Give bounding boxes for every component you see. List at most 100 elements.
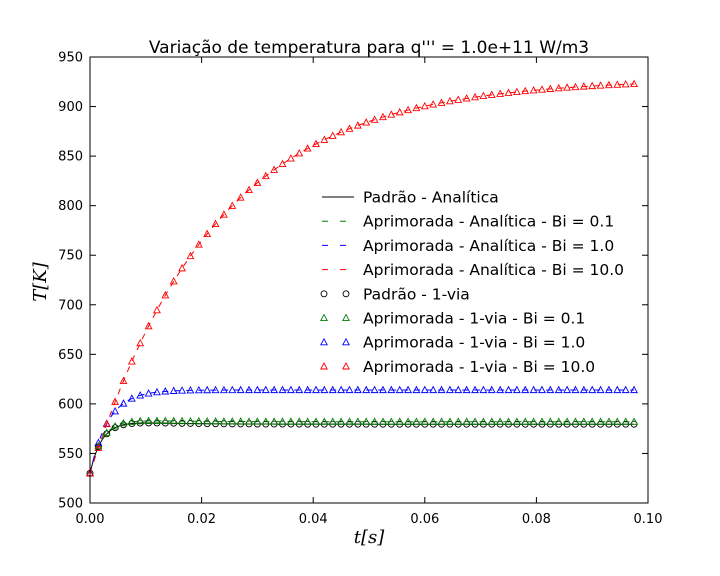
data-point (538, 85, 546, 93)
data-point (286, 417, 295, 425)
data-point (395, 107, 404, 116)
data-point (270, 417, 279, 425)
data-point (144, 321, 153, 330)
x-axis-label: t[s] (354, 527, 385, 548)
data-point (312, 417, 320, 425)
chart-title: Variação de temperatura para q''' = 1.0e… (149, 38, 589, 58)
data-point (203, 416, 212, 425)
data-point (127, 417, 136, 425)
data-point (303, 417, 312, 425)
data-point (630, 79, 639, 88)
legend-label: Aprimorada - 1-via - Bi = 1.0 (363, 334, 585, 352)
legend-marker (320, 362, 328, 370)
data-point (127, 357, 136, 365)
data-point (471, 417, 479, 425)
y-axis-label: T[K] (30, 261, 51, 301)
data-point (228, 385, 237, 394)
data-point (512, 87, 521, 96)
data-point (362, 118, 371, 126)
series-line (89, 420, 635, 474)
data-point (278, 385, 287, 394)
legend-marker (320, 313, 328, 322)
data-point (219, 417, 228, 425)
data-point (295, 417, 304, 425)
data-point (194, 416, 203, 425)
data-point (169, 416, 178, 425)
data-point (169, 386, 178, 394)
data-point (261, 385, 270, 394)
y-tick-label: 550 (58, 447, 83, 462)
data-point (362, 417, 371, 425)
data-point (111, 421, 120, 430)
data-point (178, 416, 187, 425)
legend-marker (342, 290, 350, 298)
data-point (295, 148, 304, 157)
data-point (420, 417, 429, 425)
legend-label: Aprimorada - 1-via - Bi = 0.1 (363, 310, 585, 328)
data-point (487, 417, 496, 425)
data-point (529, 385, 538, 394)
data-point (328, 131, 337, 139)
series-layer (86, 79, 639, 477)
data-point (136, 391, 145, 399)
data-point (136, 338, 145, 347)
data-point (320, 135, 329, 143)
data-point (119, 376, 128, 384)
data-point (370, 385, 379, 394)
data-point (119, 399, 128, 407)
data-point (161, 290, 170, 299)
data-point (563, 83, 572, 91)
data-point (211, 219, 220, 227)
data-point (161, 387, 170, 395)
x-tick-label: 0.10 (634, 512, 663, 527)
data-point (563, 417, 572, 425)
y-tick-label: 700 (58, 298, 83, 313)
data-point (111, 406, 120, 415)
data-point (362, 385, 371, 394)
data-point (521, 385, 530, 394)
data-point (286, 154, 295, 162)
data-point (437, 385, 446, 394)
data-point (144, 389, 153, 397)
data-point (94, 438, 103, 446)
data-point (462, 417, 471, 425)
legend-label: Aprimorada - 1-via - Bi = 10.0 (363, 358, 595, 376)
data-point (504, 88, 513, 96)
data-point (529, 85, 538, 94)
data-point (554, 417, 563, 425)
data-point (454, 95, 463, 103)
legend-label: Padrão - 1-via (363, 285, 470, 303)
data-point (546, 385, 555, 394)
data-point (554, 385, 563, 394)
data-point (345, 124, 354, 132)
data-point (579, 385, 588, 394)
data-point (245, 385, 253, 394)
data-point (111, 397, 120, 405)
data-point (496, 417, 505, 425)
data-point (228, 201, 237, 209)
data-point (320, 385, 329, 394)
data-point (303, 144, 312, 152)
data-point (119, 418, 128, 427)
data-point (102, 428, 111, 436)
data-point (153, 305, 161, 314)
data-point (445, 385, 454, 394)
legend-marker (342, 337, 350, 346)
data-point (412, 385, 421, 394)
data-point (596, 385, 605, 394)
data-point (621, 79, 630, 88)
data-point (387, 385, 396, 394)
data-point (529, 417, 538, 425)
legend-label: Aprimorada - Analítica - Bi = 0.1 (363, 213, 614, 231)
data-point (194, 385, 203, 394)
data-point (479, 417, 488, 425)
data-point (404, 385, 413, 394)
data-point (462, 94, 471, 102)
data-point (588, 385, 597, 394)
data-point (178, 386, 187, 394)
data-point (337, 127, 346, 136)
data-point (203, 229, 212, 237)
data-point (153, 387, 161, 396)
data-point (546, 84, 555, 92)
